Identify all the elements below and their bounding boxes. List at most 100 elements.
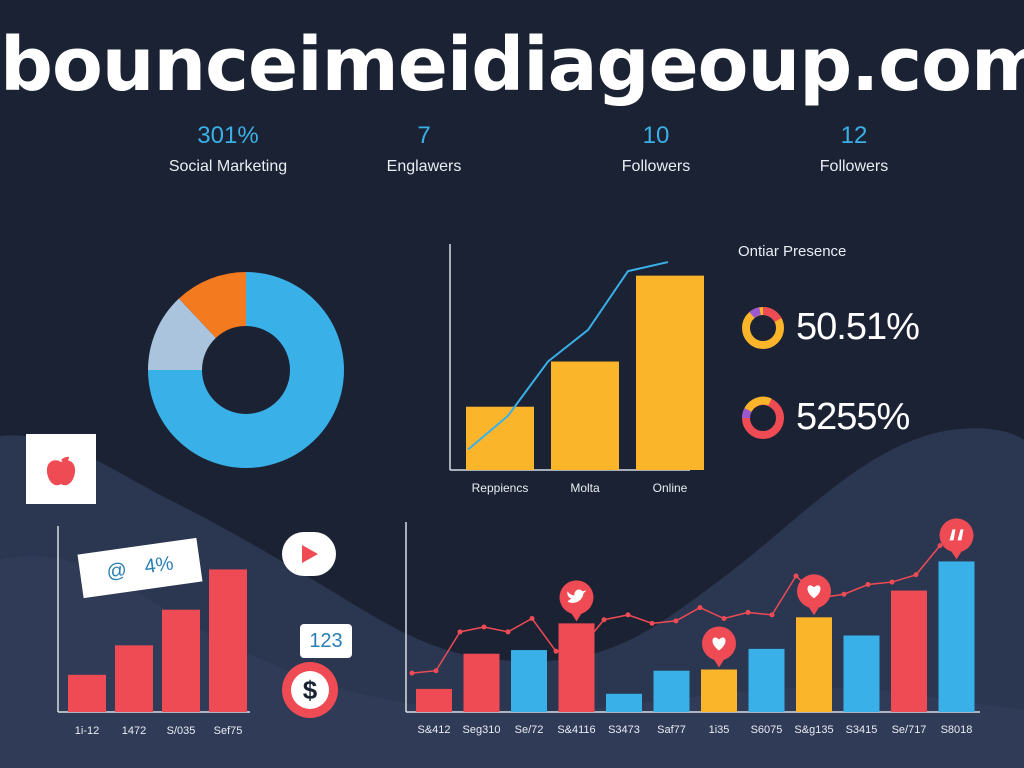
category-label: 1i-12: [75, 725, 99, 737]
dollar-symbol: $: [291, 671, 329, 709]
category-label: S&g135: [794, 724, 833, 736]
bar-7: [748, 648, 785, 712]
bar-9: [843, 635, 880, 712]
trend-point: [457, 629, 463, 635]
bar-1: [463, 653, 500, 712]
count-bubble: 123: [300, 624, 352, 658]
ring-segment: [742, 408, 752, 419]
category-label: S8018: [941, 724, 973, 736]
presence-value: 50.51%: [796, 306, 920, 348]
ring-segment: [749, 307, 762, 319]
stat-value: 7: [417, 122, 431, 149]
quote-pin-icon[interactable]: [939, 518, 974, 560]
bar-0: [466, 406, 534, 470]
stat-value: 10: [642, 122, 670, 149]
bar-2: [511, 650, 547, 712]
stat-value: 12: [840, 122, 868, 149]
category-label: Saf77: [657, 724, 686, 736]
category-label: Seg310: [463, 724, 501, 736]
bar-2: [636, 275, 704, 470]
stat-label: Social Marketing: [168, 158, 288, 175]
twitter-pin-icon[interactable]: [559, 580, 594, 622]
bar-10: [891, 590, 927, 712]
stat-label: Followers: [819, 158, 889, 175]
trend-point: [721, 616, 727, 621]
apple-app-card[interactable]: [26, 434, 96, 504]
ring-segment: [762, 307, 782, 323]
trend-point: [649, 620, 655, 626]
stat-followers-2: 12 Followers: [744, 122, 964, 176]
trend-point: [529, 616, 535, 621]
category-label: S3415: [846, 724, 878, 736]
apple-icon: [46, 456, 76, 486]
trend-point: [937, 543, 943, 549]
bar-4: [606, 693, 642, 712]
bar-3: [209, 569, 247, 712]
ring-segment: [744, 396, 772, 413]
play-icon: [302, 545, 318, 563]
bar-0: [416, 688, 452, 712]
category-label: Molta: [570, 481, 600, 495]
trend-point: [481, 624, 487, 630]
stat-social-marketing: 301% Social Marketing: [118, 122, 338, 176]
category-label: S3473: [608, 724, 640, 736]
trend-point: [673, 618, 679, 624]
trend-point: [793, 573, 799, 579]
trend-line: [467, 261, 669, 451]
category-label: S6075: [751, 724, 783, 736]
category-label: Sef75: [214, 725, 243, 737]
category-label: 1i35: [709, 724, 730, 736]
video-bubble[interactable]: [282, 532, 336, 576]
trend-point: [505, 629, 511, 635]
stat-followers: 10 Followers: [546, 122, 766, 176]
stat-label: Followers: [621, 158, 691, 175]
donut-slice-1: [148, 298, 216, 370]
trend-point: [913, 572, 919, 578]
heart-pin-icon[interactable]: [797, 574, 831, 616]
trend-point: [409, 670, 415, 676]
stat-englawers: 7 Englawers: [314, 122, 534, 176]
bar-6: [701, 669, 737, 712]
category-label: S/035: [167, 725, 196, 737]
dollar-icon[interactable]: $: [282, 662, 338, 718]
trend-point: [865, 582, 871, 587]
trend-point: [553, 648, 559, 654]
trend-point: [697, 605, 703, 611]
trend-point: [769, 612, 775, 618]
heart-pin-icon[interactable]: [702, 626, 736, 668]
presence-title: Ontiar Presence: [738, 243, 847, 260]
bar-2: [162, 609, 200, 712]
page-title: bouncеimeidiageoup.com: [0, 22, 1024, 108]
bar-0: [68, 674, 106, 712]
bar-1: [115, 645, 153, 712]
category-label: Online: [653, 481, 688, 495]
bar-11: [938, 561, 975, 712]
bar-8: [796, 617, 832, 712]
trend-point: [841, 591, 847, 597]
trend-point: [745, 609, 751, 615]
donut-slice-0: [148, 272, 344, 468]
category-label: Se/72: [515, 724, 544, 736]
bar-1: [551, 361, 619, 470]
trend-point: [601, 617, 607, 623]
stat-value: 301%: [197, 122, 259, 149]
stat-label: Englawers: [386, 158, 462, 175]
trend-point: [889, 579, 895, 585]
trend-point: [577, 646, 583, 652]
category-label: S&412: [417, 724, 450, 736]
presence-value: 5255%: [796, 396, 910, 438]
category-label: 1472: [122, 725, 146, 737]
trend-point: [625, 612, 631, 618]
donut-slice-2: [178, 272, 246, 338]
trend-point: [433, 668, 439, 674]
category-label: Se/717: [892, 724, 927, 736]
category-label: S&4116: [557, 724, 595, 736]
bar-5: [653, 670, 690, 712]
category-label: Reppiencs: [472, 481, 529, 495]
